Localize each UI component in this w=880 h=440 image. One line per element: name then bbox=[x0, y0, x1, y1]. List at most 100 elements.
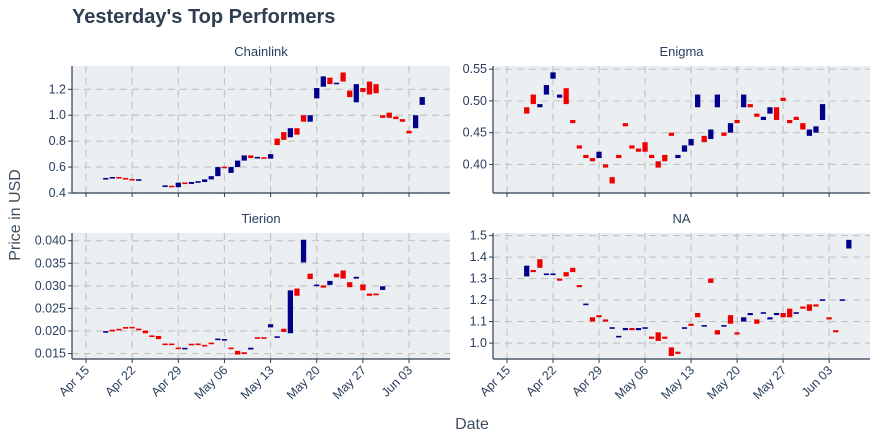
candle bbox=[221, 166, 228, 169]
candle bbox=[524, 265, 530, 277]
y-tick-label: 0.025 bbox=[35, 301, 66, 315]
subplot-1: Enigma 0.40 0.45 0.50 0.55 bbox=[463, 44, 870, 197]
candle bbox=[734, 119, 740, 124]
candle bbox=[347, 282, 353, 288]
candle bbox=[727, 315, 734, 324]
candle bbox=[248, 155, 254, 159]
y-tick-label: 1.2 bbox=[49, 82, 66, 96]
plot-background bbox=[493, 233, 870, 359]
candle bbox=[642, 142, 648, 152]
candle bbox=[530, 269, 536, 273]
candle bbox=[373, 293, 379, 296]
candle bbox=[688, 323, 694, 326]
candle bbox=[668, 132, 674, 136]
candle bbox=[155, 335, 162, 340]
candle bbox=[175, 182, 181, 188]
x-tick-label: May 06 bbox=[192, 363, 231, 402]
candle bbox=[721, 132, 727, 136]
candle bbox=[307, 273, 313, 280]
candle bbox=[399, 119, 406, 122]
candle bbox=[202, 344, 208, 347]
x-axis-label: Date bbox=[455, 416, 489, 433]
candle bbox=[294, 128, 300, 135]
candle bbox=[274, 336, 280, 338]
subplot-title: NA bbox=[672, 211, 690, 226]
candle bbox=[635, 148, 642, 152]
candle bbox=[589, 158, 596, 162]
subplot-0: Chainlink 0.4 0.6 0.8 1.0 1.2 bbox=[49, 44, 450, 200]
x-tick-label: Apr 15 bbox=[477, 363, 513, 399]
x-tick-label: Apr 22 bbox=[523, 363, 559, 399]
subplot-2: Tierion 0.015 0.020 0.025 0.030 0.035 0.040 Apr… bbox=[35, 211, 450, 402]
candle bbox=[695, 94, 701, 108]
candle bbox=[537, 259, 543, 268]
candle bbox=[787, 308, 793, 318]
candle bbox=[681, 327, 688, 329]
candle bbox=[675, 351, 681, 354]
candle bbox=[839, 299, 845, 301]
candle bbox=[800, 123, 806, 130]
candle bbox=[109, 176, 116, 179]
candle bbox=[747, 104, 753, 108]
candle bbox=[136, 328, 142, 331]
candle bbox=[221, 339, 228, 341]
y-tick-label: 0.015 bbox=[35, 347, 66, 361]
candle bbox=[734, 332, 740, 335]
candle bbox=[175, 347, 181, 350]
candle bbox=[649, 336, 655, 339]
candle bbox=[215, 167, 221, 177]
candle bbox=[116, 176, 122, 179]
candle bbox=[386, 112, 392, 118]
y-tick-label: 1.2 bbox=[470, 293, 487, 307]
candle bbox=[550, 72, 556, 79]
candle bbox=[583, 154, 589, 159]
candle bbox=[122, 177, 129, 180]
candle bbox=[714, 330, 720, 335]
candle bbox=[340, 270, 346, 279]
candle bbox=[655, 161, 661, 168]
candle bbox=[629, 145, 635, 149]
candle bbox=[103, 177, 109, 180]
candle bbox=[806, 129, 813, 136]
candle bbox=[563, 88, 569, 105]
candle bbox=[846, 239, 852, 249]
candle bbox=[380, 286, 386, 290]
candle bbox=[800, 306, 806, 309]
candle bbox=[760, 116, 767, 120]
y-axis-label: Price in USD bbox=[7, 169, 24, 261]
candle bbox=[228, 167, 234, 173]
candle bbox=[353, 276, 359, 279]
candle bbox=[300, 115, 307, 122]
x-tick-label: Apr 29 bbox=[148, 363, 184, 399]
candle bbox=[622, 328, 628, 331]
candle bbox=[708, 278, 714, 283]
candle bbox=[320, 76, 326, 87]
candle bbox=[103, 331, 109, 333]
candle bbox=[406, 130, 412, 134]
candle bbox=[169, 343, 175, 346]
y-tick-label: 0.020 bbox=[35, 324, 66, 338]
subplot-title: Enigma bbox=[659, 44, 704, 59]
candle bbox=[149, 335, 155, 337]
x-tick-label: May 13 bbox=[238, 363, 277, 402]
candle bbox=[819, 299, 826, 301]
candle bbox=[589, 317, 596, 322]
candle bbox=[741, 317, 747, 322]
candle bbox=[353, 84, 359, 103]
candle bbox=[202, 179, 208, 182]
candle bbox=[300, 239, 307, 263]
candle bbox=[819, 104, 826, 120]
candle bbox=[234, 160, 241, 168]
candle bbox=[208, 342, 214, 345]
x-tick-label: Apr 29 bbox=[569, 363, 605, 399]
candle bbox=[780, 97, 786, 101]
x-tick-label: May 20 bbox=[284, 363, 323, 402]
candle bbox=[537, 104, 543, 108]
y-tick-label: 0.45 bbox=[463, 126, 487, 140]
y-tick-label: 1.4 bbox=[470, 250, 487, 264]
candle bbox=[136, 179, 142, 181]
candle bbox=[373, 84, 379, 94]
y-tick-label: 0.040 bbox=[35, 234, 66, 248]
y-tick-label: 1.5 bbox=[470, 229, 487, 243]
